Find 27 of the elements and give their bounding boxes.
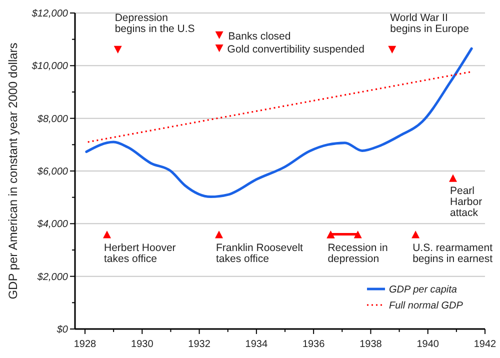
x-tick-label: 1934 <box>245 339 268 350</box>
annotation: Banks closed <box>228 30 291 42</box>
y-axis-title: GDP per American in constant year 2000 dollars <box>6 42 20 300</box>
annotation: Pearl Harbor attack <box>450 184 483 219</box>
y-tick-label: $12,000 <box>30 8 68 20</box>
y-tick-label: $8,000 <box>36 114 68 125</box>
x-tick-label: 1938 <box>360 339 382 350</box>
annotation: Franklin Roosevelt takes office <box>216 242 304 266</box>
y-tick-label: $2,000 <box>36 272 68 283</box>
y-tick-label: $6,000 <box>36 166 68 178</box>
y-tick-label: $4,000 <box>36 219 68 230</box>
x-tick-label: 1928 <box>74 339 97 350</box>
y-tick-label: $10,000 <box>30 61 68 72</box>
x-tick-label: 1930 <box>131 339 154 350</box>
annotation: Herbert Hoover takes office <box>104 242 176 266</box>
legend-label: GDP per capita <box>389 284 458 296</box>
annotation: U.S. rearmament begins in earnest <box>412 242 493 266</box>
x-tick-label: 1940 <box>416 339 440 350</box>
x-tick-label: 1932 <box>188 339 211 350</box>
x-tick-label: 1936 <box>302 339 326 350</box>
annotation: Depression begins in the U.S <box>114 12 195 35</box>
y-tick-label: $0 <box>56 324 68 336</box>
annotation: Gold convertibility suspended <box>227 44 365 56</box>
annotation: Recession in depression <box>328 242 388 266</box>
legend-label: Full normal GDP <box>389 300 464 312</box>
annotation: World War II begins in Europe <box>390 12 470 35</box>
x-tick-label: 1942 <box>474 339 497 350</box>
